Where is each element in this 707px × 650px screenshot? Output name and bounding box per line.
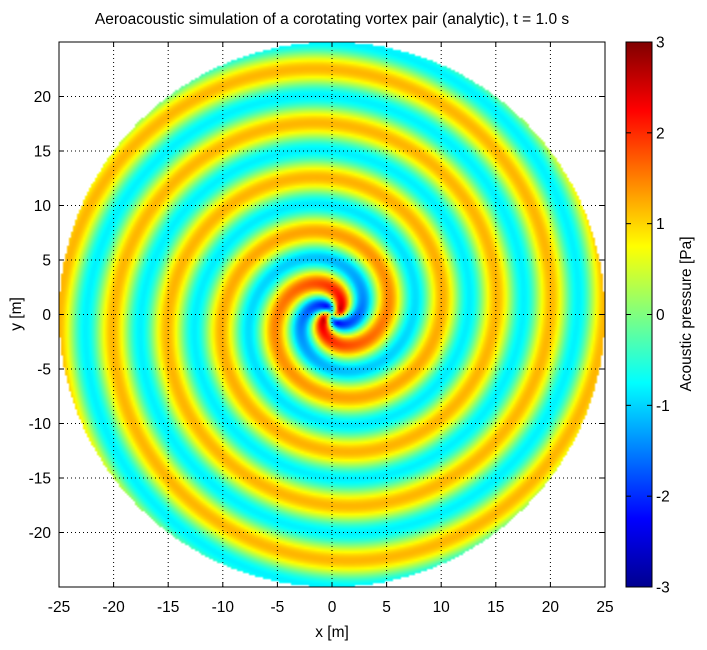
x-tick-label: -10 <box>212 599 235 616</box>
y-tick-label: 10 <box>34 198 52 215</box>
colorbar-tick-label: -1 <box>656 398 670 415</box>
y-tick-label: -20 <box>29 525 52 542</box>
x-tick-label: -15 <box>157 599 179 616</box>
x-tick-label: 5 <box>382 599 391 616</box>
y-tick-label: 20 <box>34 89 52 106</box>
colorbar: -3 -2 -1 0 1 2 3 Acoustic pressure [Pa] <box>625 35 695 597</box>
y-tick-label: 5 <box>42 253 51 270</box>
y-tick-label: -5 <box>37 362 51 379</box>
chart-title: Aeroacoustic simulation of a corotating … <box>95 11 570 28</box>
colorbar-tick-label: 1 <box>656 216 665 233</box>
y-axis-ticks: -20 -15 -10 -5 0 5 10 15 20 <box>29 89 605 542</box>
y-tick-label: -10 <box>29 416 52 433</box>
x-tick-label: 25 <box>596 599 613 616</box>
x-tick-label: 15 <box>487 599 504 616</box>
x-tick-label: -20 <box>102 599 125 616</box>
y-tick-label: 0 <box>42 307 51 324</box>
x-axis-label: x [m] <box>315 624 349 641</box>
colorbar-tick-label: 0 <box>656 307 665 324</box>
colorbar-tick-label: 2 <box>656 125 665 142</box>
x-axis-ticks: -25 -20 -15 -10 -5 0 5 10 15 20 25 <box>48 42 614 616</box>
y-tick-label: -15 <box>29 471 51 488</box>
colorbar-ticks: -3 -2 -1 0 1 2 3 <box>626 35 670 597</box>
colorbar-tick-label: 3 <box>656 35 665 52</box>
grid-lines <box>59 42 605 587</box>
plot-area: -25 -20 -15 -10 -5 0 5 10 15 20 25 -20 -15 -10 -5 0 5 10… <box>29 41 614 616</box>
x-tick-label: -5 <box>271 599 285 616</box>
x-tick-label: 20 <box>542 599 560 616</box>
colorbar-tick-label: -2 <box>656 489 670 506</box>
x-tick-label: 0 <box>328 599 337 616</box>
x-tick-label: 10 <box>433 599 451 616</box>
y-axis-label: y [m] <box>8 297 25 331</box>
x-tick-label: -25 <box>48 599 70 616</box>
y-tick-label: 15 <box>34 144 51 161</box>
colorbar-label: Acoustic pressure [Pa] <box>678 236 695 391</box>
colorbar-tick-label: -3 <box>656 580 670 597</box>
